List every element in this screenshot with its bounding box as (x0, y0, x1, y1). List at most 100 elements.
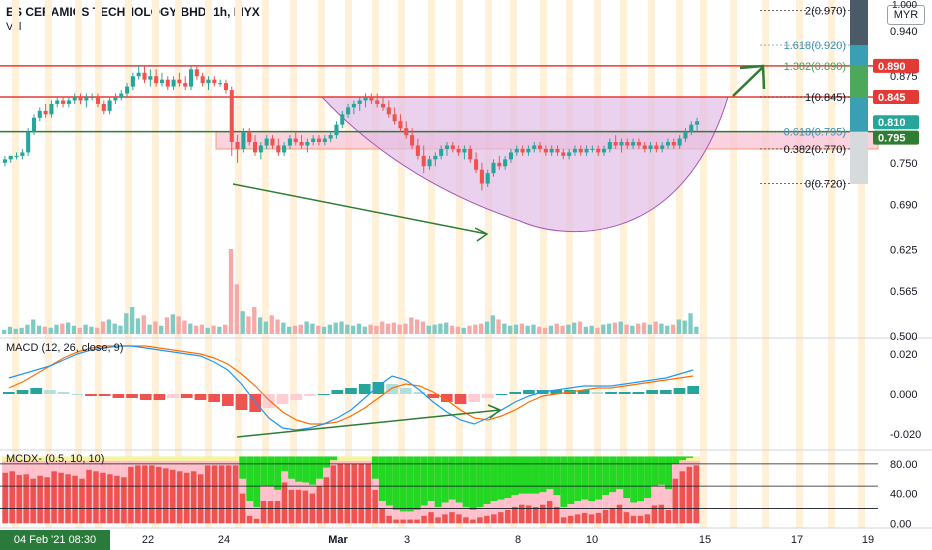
candle-body (247, 131, 252, 143)
session-band (700, 0, 707, 528)
currency-selector[interactable]: MYR (887, 5, 925, 25)
mcdx-title: MCDX- (0.5, 10, 10) (6, 453, 105, 465)
price-tag (873, 89, 919, 104)
candle-body (642, 145, 647, 149)
mcdx-green-bar (686, 456, 694, 458)
macd-histogram-bar (208, 394, 220, 402)
volume-bar (287, 326, 292, 334)
mcdx-yellow-bar (92, 456, 100, 461)
candle-body (223, 83, 228, 91)
candle-body (194, 69, 199, 77)
candle-body (159, 79, 164, 84)
candle-body (363, 96, 368, 101)
mcdx-yellow-bar (337, 456, 345, 461)
macd-histogram-bar (16, 390, 29, 394)
candle-body (503, 159, 508, 167)
volume-bar (391, 322, 397, 334)
volume-bar (362, 326, 367, 334)
candle-body (78, 96, 83, 101)
macd-histogram-bar (687, 386, 699, 394)
mcdx-red-bar (323, 477, 330, 524)
mcdx-yellow-bar (204, 456, 212, 461)
mcdx-green-bar (539, 456, 547, 493)
candle-body (31, 117, 37, 132)
mcdx-green-bar (274, 456, 282, 490)
candle-body (14, 155, 19, 157)
mcdx-red-bar (177, 471, 183, 524)
candle-body (625, 142, 630, 146)
mcdx-yellow-bar (43, 456, 51, 461)
volume-bar (356, 323, 362, 334)
candle-body (26, 131, 31, 153)
crosshair-date-badge: 04 Feb '21 08:30 (0, 530, 110, 550)
mcdx-red-bar (477, 517, 483, 524)
volume-bar (257, 317, 263, 334)
mcdx-yellow-bar (36, 456, 44, 461)
candle-body (49, 103, 54, 115)
candle-body (148, 76, 153, 80)
mcdx-red-bar (595, 512, 602, 524)
mcdx-red-bar (253, 518, 260, 524)
mcdx-red-bar (135, 465, 141, 524)
x-axis-tick: 3 (404, 534, 410, 546)
mcdx-base-bar (239, 456, 247, 524)
macd-histogram-bar (618, 392, 631, 394)
session-band (175, 0, 182, 528)
volume-bar (595, 327, 600, 334)
x-axis-tick: 24 (218, 534, 230, 546)
macd-histogram-bar (85, 394, 97, 396)
volume-bar (54, 324, 59, 334)
mcdx-red-bar (456, 514, 462, 524)
candle-body (427, 159, 432, 167)
mcdx-red-bar (505, 509, 511, 524)
candle-body (584, 148, 589, 153)
candle-body (119, 93, 124, 97)
session-band (75, 0, 82, 528)
mcdx-red-bar (107, 474, 113, 524)
trend-arrow-head (474, 227, 489, 242)
mcdx-green-bar (532, 456, 540, 494)
mcdx-red-bar (407, 519, 413, 524)
mcdx-red-bar (665, 509, 672, 524)
volume-bar (228, 249, 234, 334)
mcdx-yellow-bar (71, 456, 79, 461)
mcdx-red-bar (128, 466, 134, 524)
candle-body (479, 169, 484, 184)
candle-body (520, 148, 525, 153)
candle-body (695, 121, 700, 125)
mcdx-green-bar (644, 456, 652, 499)
mcdx-green-bar (434, 456, 442, 507)
macd-histogram-bar (30, 388, 43, 394)
volume-bar (636, 323, 641, 334)
price-axis-tick: 0.565 (890, 286, 918, 298)
mcdx-base-bar (302, 456, 310, 524)
candle-body (37, 110, 42, 118)
volume-bar (444, 322, 449, 334)
macd-histogram-bar (180, 394, 193, 398)
candle-body (270, 138, 275, 146)
candle-body (264, 138, 269, 146)
mcdx-base-bar (309, 456, 317, 524)
volume-bar (48, 327, 53, 334)
mcdx-green-bar (616, 456, 624, 490)
volume-bar (333, 322, 338, 334)
candle-body (404, 128, 409, 136)
mcdx-red-bar (512, 506, 518, 524)
volume-bar (612, 322, 618, 334)
candle-body (206, 79, 211, 84)
volume-bar (124, 313, 129, 334)
candle-body (101, 103, 106, 111)
mcdx-green-bar (483, 456, 491, 504)
candle-body (311, 138, 316, 143)
macd-histogram-bar (235, 394, 248, 410)
mcdx-red-bar (672, 478, 679, 524)
candle-body (252, 142, 258, 153)
mcdx-red-bar (204, 465, 211, 524)
candle-body (648, 145, 653, 149)
x-axis-tick: Mar (328, 534, 348, 546)
mcdx-yellow-bar (127, 456, 135, 461)
mcdx-red-bar (546, 501, 553, 524)
mcdx-yellow-bar (176, 456, 184, 461)
volume-bar (281, 322, 286, 334)
